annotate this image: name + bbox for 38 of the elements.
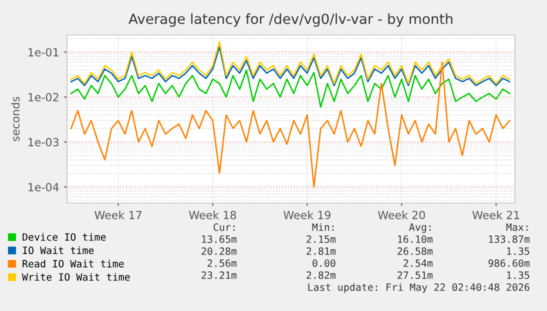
- text: 13.65m: [202, 235, 237, 243]
- text: 2.56m: [208, 259, 237, 267]
- x-tick-label: Week 17: [94, 210, 142, 220]
- x-tick-label: Week 19: [284, 210, 330, 220]
- text: Min:: [312, 223, 334, 231]
- text: 23.21m: [202, 271, 237, 279]
- y-axis-title: seconds: [11, 96, 20, 142]
- text: 1.35: [507, 271, 530, 279]
- text: 986.60m: [488, 259, 530, 267]
- legend-label: Read IO Wait time: [22, 260, 124, 268]
- y-tick-label: 1e-02: [28, 93, 58, 102]
- text: Avg:: [409, 223, 431, 233]
- y-tick-label: 1e-01: [28, 48, 58, 56]
- text: 26.58m: [398, 247, 433, 255]
- legend-label: Device IO time: [22, 233, 106, 241]
- text: Last update: Fri May 22 02:40:48 2026: [308, 283, 530, 293]
- text: 0.00: [312, 259, 336, 267]
- x-tick-label: Week 20: [378, 210, 425, 220]
- legend-label: IO Wait time: [22, 246, 94, 254]
- y-tick-label: 1e-04: [28, 182, 59, 192]
- line-series: [70, 61, 510, 188]
- x-tick-label: Week 18: [189, 210, 236, 220]
- legend-label: Write IO Wait time: [22, 273, 130, 281]
- text: 20.28m: [202, 247, 237, 255]
- text: 1.35: [507, 247, 530, 255]
- text: 2.54m: [404, 259, 433, 267]
- text: Max:: [506, 223, 528, 231]
- text: 133.87m: [489, 235, 530, 243]
- line-series: [70, 69, 510, 108]
- text: 2.81m: [306, 247, 336, 255]
- text: 2.15m: [306, 235, 336, 243]
- text: 2.82m: [306, 271, 336, 279]
- y-tick-label: 1e-03: [28, 138, 58, 146]
- text: 27.51m: [398, 271, 433, 279]
- text: 16.10m: [398, 235, 433, 243]
- x-tick-label: Week 21: [472, 210, 520, 220]
- text: Cur:: [214, 223, 235, 231]
- chart-title: Average latency for /dev/vg0/lv-var - by month: [128, 13, 452, 27]
